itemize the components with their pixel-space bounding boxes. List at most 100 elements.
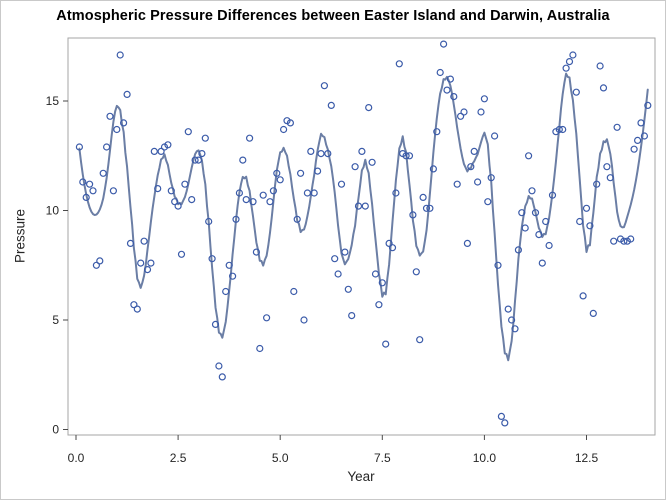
data-point-marker: [630, 145, 638, 153]
data-point-marker: [429, 165, 437, 173]
data-point-marker: [140, 237, 148, 245]
data-point-marker: [440, 40, 448, 48]
data-point-marker: [232, 215, 240, 223]
data-point-marker: [426, 204, 434, 212]
data-point-marker: [164, 141, 172, 149]
data-point-marker: [463, 239, 471, 247]
data-point-marker: [119, 119, 128, 127]
data-point-marker: [491, 132, 499, 140]
x-tick-label: 7.5: [374, 451, 391, 465]
data-point-marker: [402, 152, 410, 160]
data-point-marker: [184, 128, 192, 136]
data-point-marker: [457, 112, 465, 120]
data-point-marker: [266, 198, 274, 206]
data-point-marker: [102, 143, 111, 151]
data-point-marker: [147, 259, 155, 267]
y-tick-label: 10: [46, 204, 60, 218]
data-point-marker: [351, 163, 359, 171]
data-point-marker: [286, 119, 294, 127]
data-point-marker: [116, 51, 124, 59]
data-point-marker: [208, 255, 216, 263]
data-point-marker: [637, 119, 645, 127]
data-point-marker: [365, 103, 373, 112]
data-point-marker: [494, 261, 502, 269]
data-point-marker: [412, 268, 420, 276]
data-point-marker: [644, 101, 652, 110]
data-point-marker: [246, 134, 254, 142]
data-point-marker: [375, 301, 383, 309]
data-point-marker: [511, 325, 519, 333]
y-tick-label: 5: [52, 313, 59, 327]
data-point-marker: [113, 125, 121, 134]
data-point-marker: [239, 156, 247, 164]
data-point-marker: [92, 261, 101, 269]
data-point-marker: [348, 312, 356, 320]
data-point-marker: [388, 244, 397, 252]
data-point-marker: [474, 178, 482, 186]
data-point-marker: [371, 270, 380, 278]
data-point-marker: [337, 180, 346, 188]
data-point-marker: [293, 215, 301, 223]
data-point-marker: [222, 287, 230, 296]
data-point-marker: [531, 209, 540, 217]
data-point-marker: [477, 108, 485, 116]
data-point-marker: [256, 344, 264, 353]
data-point-marker: [436, 68, 444, 77]
data-point-marker: [593, 180, 601, 188]
data-point-marker: [85, 180, 94, 188]
data-point-marker: [579, 292, 587, 300]
data-point-marker: [218, 373, 226, 381]
data-point-marker: [82, 193, 90, 201]
data-point-marker: [167, 187, 175, 195]
data-point-marker: [610, 237, 618, 245]
data-point-marker: [242, 196, 250, 204]
data-point-marker: [450, 92, 458, 101]
data-point-marker: [576, 217, 584, 226]
data-point-marker: [188, 196, 196, 204]
data-point-marker: [484, 198, 492, 206]
data-point-marker: [344, 285, 352, 293]
data-point-marker: [310, 189, 318, 197]
data-point-marker: [290, 287, 298, 296]
data-point-marker: [307, 147, 315, 155]
data-point-marker: [627, 235, 635, 243]
data-point-marker: [314, 167, 322, 175]
data-point-marker: [106, 112, 114, 120]
data-point-marker: [565, 57, 574, 66]
data-point-marker: [514, 246, 523, 254]
data-point-marker: [528, 187, 536, 195]
data-point-marker: [133, 305, 141, 313]
data-point-marker: [157, 147, 165, 155]
data-point-marker: [419, 193, 427, 201]
data-point-marker: [201, 134, 209, 142]
data-point-marker: [518, 209, 526, 217]
data-point-marker: [89, 187, 97, 195]
data-point-marker: [109, 187, 118, 195]
data-point-marker: [633, 136, 642, 144]
chart-title: Atmospheric Pressure Differences between…: [56, 8, 610, 24]
data-point-marker: [198, 150, 206, 158]
x-tick-label: 2.5: [170, 451, 187, 465]
data-point-marker: [521, 224, 529, 232]
data-point-marker: [215, 362, 223, 370]
data-point-marker: [548, 191, 557, 199]
data-point-marker: [143, 266, 152, 274]
data-point-marker: [555, 125, 563, 134]
data-point-marker: [317, 150, 325, 158]
data-point-marker: [276, 176, 284, 184]
data-point-marker: [572, 88, 580, 96]
data-point-marker: [392, 189, 400, 197]
data-point-marker: [613, 123, 621, 131]
x-tick-label: 0.0: [68, 451, 85, 465]
data-point-marker: [259, 191, 267, 199]
data-point-marker: [422, 204, 431, 212]
y-tick-label: 15: [46, 94, 60, 108]
x-axis-label: Year: [347, 469, 375, 484]
data-point-marker: [137, 259, 145, 267]
data-point-marker: [385, 239, 393, 247]
data-point-marker: [433, 128, 441, 136]
data-point-marker: [154, 185, 162, 193]
data-point-marker: [640, 132, 649, 140]
